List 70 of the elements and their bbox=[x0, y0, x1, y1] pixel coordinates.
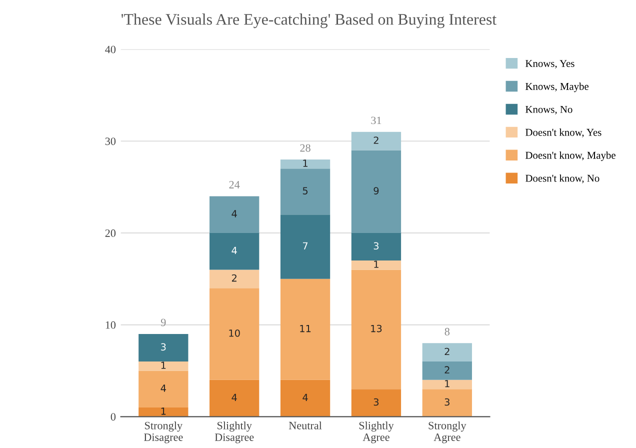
data-label: 3 bbox=[374, 398, 379, 406]
data-label: 11 bbox=[300, 324, 311, 332]
y-tick-label: 0 bbox=[110, 413, 116, 421]
data-label: 1 bbox=[161, 362, 166, 369]
legend-label: Doesn't know, No bbox=[526, 174, 600, 184]
bar bbox=[422, 362, 472, 380]
data-label: 4 bbox=[160, 384, 166, 392]
legend-label: Doesn't know, Yes bbox=[526, 128, 602, 138]
bar bbox=[210, 196, 260, 233]
legend-label: Doesn't know, Maybe bbox=[526, 151, 616, 161]
bar bbox=[280, 380, 330, 417]
bar bbox=[210, 270, 260, 288]
x-tick-label: Slightly Disagree bbox=[214, 422, 254, 444]
total-label: 28 bbox=[300, 144, 310, 152]
bar bbox=[351, 232, 402, 261]
data-label: 2 bbox=[444, 348, 450, 356]
data-label: 2 bbox=[232, 274, 236, 282]
y-tick-label: 40 bbox=[105, 46, 116, 54]
total-label: 31 bbox=[371, 116, 382, 124]
data-label: 1 bbox=[161, 408, 166, 415]
data-label: 3 bbox=[444, 398, 450, 406]
total-label: 9 bbox=[160, 318, 166, 326]
bar bbox=[138, 370, 188, 408]
y-tick-label: 30 bbox=[105, 138, 116, 146]
data-label: 1 bbox=[445, 380, 450, 388]
data-label: 2 bbox=[374, 136, 378, 144]
data-label: 3 bbox=[161, 343, 166, 351]
bar bbox=[138, 362, 188, 371]
data-label: 10 bbox=[229, 329, 240, 337]
bar bbox=[351, 260, 402, 270]
data-label: 2 bbox=[444, 366, 450, 374]
bar bbox=[351, 270, 402, 390]
data-label: 7 bbox=[302, 242, 308, 250]
data-label: 13 bbox=[371, 324, 382, 332]
x-tick-label: Strongly Agree bbox=[428, 422, 466, 444]
bar bbox=[210, 288, 260, 380]
bar bbox=[351, 132, 402, 150]
bar bbox=[351, 389, 402, 417]
bar bbox=[280, 168, 330, 215]
y-tick-label: 10 bbox=[106, 321, 116, 329]
x-tick-label: Neutral bbox=[288, 422, 322, 430]
bar bbox=[138, 407, 188, 417]
legend-label: Knows, No bbox=[526, 106, 572, 114]
data-label: 1 bbox=[303, 160, 308, 167]
bar bbox=[422, 343, 472, 362]
bar bbox=[422, 389, 472, 417]
data-label: 4 bbox=[302, 394, 308, 401]
legend-label: Knows, Yes bbox=[526, 60, 574, 68]
data-label: 3 bbox=[374, 242, 379, 250]
bar bbox=[351, 150, 402, 233]
data-label: 1 bbox=[374, 260, 378, 268]
bar bbox=[280, 278, 330, 380]
legend-label: Knows, Maybe bbox=[526, 82, 589, 92]
bar bbox=[210, 232, 260, 270]
total-label: 8 bbox=[444, 328, 450, 336]
data-label: 4 bbox=[232, 210, 237, 218]
bar bbox=[138, 334, 188, 362]
chart-title: 'These Visuals Are Eye-catching' Based on Buying Interest bbox=[122, 14, 497, 28]
bar bbox=[210, 380, 260, 417]
data-label: 4 bbox=[232, 394, 237, 401]
data-label: 9 bbox=[374, 187, 379, 194]
total-label: 24 bbox=[229, 180, 240, 188]
data-label: 5 bbox=[302, 187, 308, 194]
bar bbox=[280, 214, 330, 279]
bar bbox=[422, 380, 472, 390]
y-tick-label: 20 bbox=[105, 229, 116, 237]
data-label: 4 bbox=[232, 246, 237, 254]
x-tick-label: Slightly Agree bbox=[359, 422, 394, 444]
bar bbox=[280, 159, 330, 169]
x-tick-label: Strongly Disagree bbox=[144, 422, 183, 444]
